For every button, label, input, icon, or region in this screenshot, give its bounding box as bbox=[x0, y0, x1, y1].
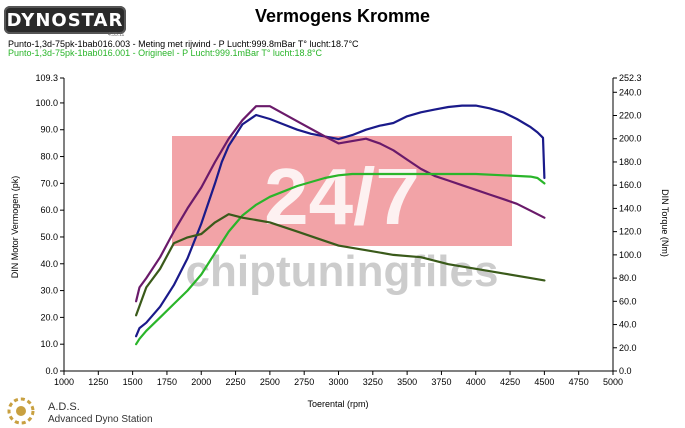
y-left-tick-label: 30.0 bbox=[40, 286, 58, 296]
x-tick-label: 2000 bbox=[191, 377, 211, 387]
y-left-tick-label: 60.0 bbox=[40, 205, 58, 215]
series-line-2 bbox=[135, 172, 546, 346]
watermark-big-text: 24/7 bbox=[264, 152, 420, 241]
legend-entry-original: Punto-1,3d-75pk-1bab016.001 - Origineel … bbox=[8, 48, 323, 58]
footer-subtitle: Advanced Dyno Station bbox=[48, 414, 153, 425]
y-right-tick-label: 120.0 bbox=[619, 227, 642, 237]
y-left-tick-label: 20.0 bbox=[40, 312, 58, 322]
dynostar-logo: DYNOSTAR bbox=[4, 6, 126, 34]
chart-axes: 1000 1250 1500 1750 2000 2250 2500 2750 3000 3250… bbox=[35, 73, 641, 387]
x-tick-label: 4000 bbox=[466, 377, 486, 387]
x-tick-label: 2750 bbox=[294, 377, 314, 387]
y-right-tick-label: 140.0 bbox=[619, 203, 642, 213]
x-tick-label: 3500 bbox=[397, 377, 417, 387]
watermark-sub-text: chiptuningfiles bbox=[186, 247, 499, 296]
y-left-tick-label: 70.0 bbox=[40, 178, 58, 188]
y-right-tick-label: 60.0 bbox=[619, 296, 637, 306]
x-tick-label: 4750 bbox=[569, 377, 589, 387]
y-right-tick-label: 160.0 bbox=[619, 180, 642, 190]
x-tick-label: 2500 bbox=[260, 377, 280, 387]
series-line-0 bbox=[135, 104, 546, 338]
footer-brand: A.D.S. bbox=[48, 401, 80, 413]
series-line-3 bbox=[135, 213, 546, 317]
y-right-tick-label: 80.0 bbox=[619, 273, 637, 283]
y-right-tick-label: 200.0 bbox=[619, 134, 642, 144]
y-axis-left-label: DIN Motor Vermogen (pk) bbox=[10, 176, 20, 279]
y-right-tick-label: 180.0 bbox=[619, 157, 642, 167]
chart-title: Vermogens Kromme bbox=[254, 6, 431, 26]
y-left-tick-label: 0.0 bbox=[45, 366, 58, 376]
legend-entry-measurement: Punto-1,3d-75pk-1bab016.003 - Meting met… bbox=[8, 39, 359, 49]
x-tick-label: 5000 bbox=[603, 377, 623, 387]
logo-text: DYNOSTAR bbox=[6, 9, 124, 31]
y-left-tick-label: 109.3 bbox=[35, 73, 58, 83]
logo-version: 4.35.11 bbox=[108, 32, 125, 38]
x-tick-label: 3750 bbox=[431, 377, 451, 387]
y-right-tick-label: 0.0 bbox=[619, 366, 632, 376]
y-right-tick-label: 40.0 bbox=[619, 320, 637, 330]
y-axis-right-label: DIN Torque (Nm) bbox=[660, 189, 670, 257]
y-right-tick-label: 220.0 bbox=[619, 111, 642, 121]
x-tick-label: 1500 bbox=[123, 377, 143, 387]
y-left-tick-label: 80.0 bbox=[40, 152, 58, 162]
y-left-tick-label: 90.0 bbox=[40, 125, 58, 135]
x-tick-label: 1250 bbox=[88, 377, 108, 387]
x-tick-label: 3250 bbox=[363, 377, 383, 387]
x-tick-label: 4250 bbox=[500, 377, 520, 387]
watermark-banner bbox=[172, 136, 512, 246]
y-right-tick-label: 100.0 bbox=[619, 250, 642, 260]
x-tick-label: 1000 bbox=[54, 377, 74, 387]
y-right-tick-label: 240.0 bbox=[619, 87, 642, 97]
ads-logo-icon bbox=[7, 397, 35, 425]
y-right-tick-label: 20.0 bbox=[619, 343, 637, 353]
watermark: 24/7 chiptuningfiles bbox=[172, 136, 512, 296]
series-line-1 bbox=[135, 105, 546, 303]
y-left-tick-label: 40.0 bbox=[40, 259, 58, 269]
x-axis-label: Toerental (rpm) bbox=[307, 399, 368, 409]
x-tick-label: 2250 bbox=[226, 377, 246, 387]
x-tick-label: 3000 bbox=[328, 377, 348, 387]
y-left-tick-label: 100.0 bbox=[35, 98, 58, 108]
y-left-tick-label: 10.0 bbox=[40, 339, 58, 349]
y-left-tick-label: 50.0 bbox=[40, 232, 58, 242]
chart-series bbox=[135, 104, 546, 346]
x-tick-label: 1750 bbox=[157, 377, 177, 387]
y-right-tick-label: 252.3 bbox=[619, 73, 642, 83]
x-tick-label: 4500 bbox=[534, 377, 554, 387]
